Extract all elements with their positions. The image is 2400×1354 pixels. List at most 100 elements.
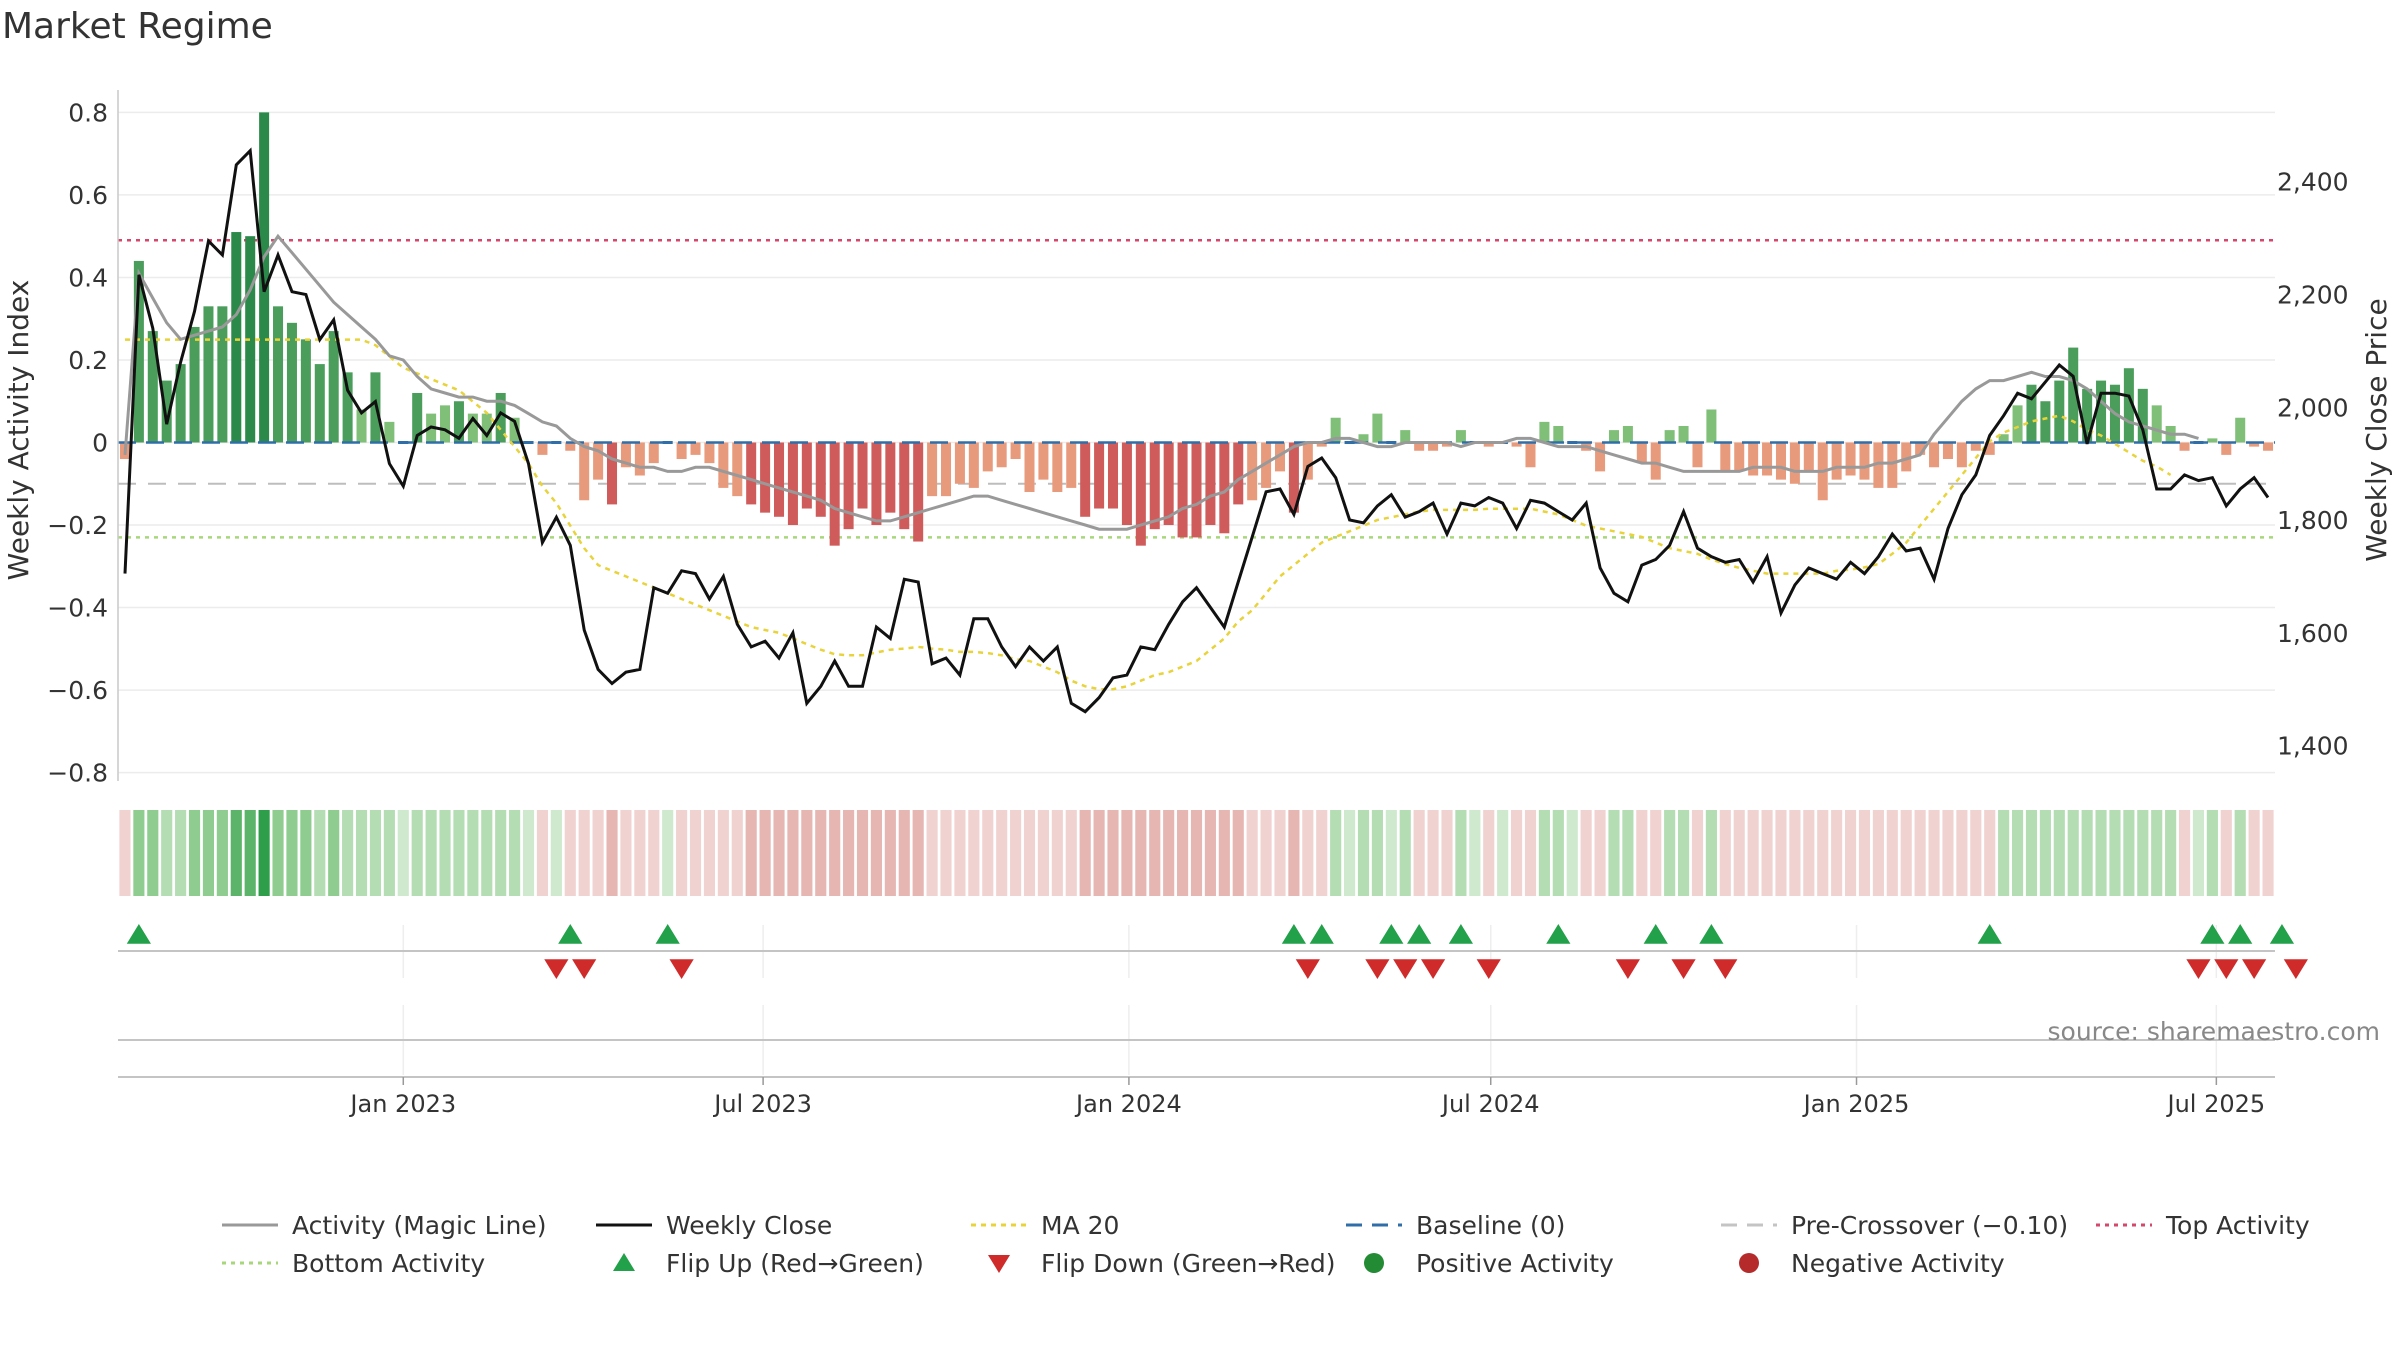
ribbon-cell [1010, 810, 1022, 896]
flip-up-marker [2228, 924, 2253, 944]
activity-bar [412, 392, 423, 443]
flip-down-marker [544, 959, 569, 979]
ribbon-cell [1051, 810, 1063, 896]
activity-bar [1344, 441, 1355, 444]
ribbon-cell [2151, 810, 2163, 896]
ribbon-cell [2011, 810, 2024, 896]
ribbon-cell [1956, 810, 1968, 896]
legend-swatch [613, 1253, 635, 1271]
ribbon-cell [1664, 810, 1676, 896]
ribbon-cell [926, 810, 938, 896]
ribbon-cell [717, 810, 729, 896]
activity-bar [620, 442, 631, 468]
activity-bar [760, 442, 771, 513]
activity-bar [787, 442, 798, 526]
ribbon-cell [1302, 810, 1314, 896]
activity-bar [1915, 442, 1926, 455]
ribbon-cell [1260, 810, 1272, 896]
ribbon-cell [342, 810, 354, 896]
ribbon-cell [1900, 810, 1912, 896]
activity-bar [328, 331, 339, 443]
activity-bar [1511, 442, 1522, 447]
ribbon-cell [258, 810, 270, 896]
ribbon-cell [355, 810, 368, 896]
ribbon-cell [1636, 810, 1648, 896]
flip-up-marker [1407, 924, 1432, 944]
flip-down-marker [1713, 959, 1738, 979]
activity-bar [1400, 430, 1411, 443]
ribbon-cell [1803, 810, 1815, 896]
ribbon-cell [676, 810, 688, 896]
activity-bar [1706, 409, 1717, 443]
ribbon-cell [592, 810, 604, 896]
activity-bar [286, 322, 297, 443]
ribbon-cell [703, 810, 716, 896]
ribbon-cell [787, 810, 799, 896]
flip-up-marker [1379, 924, 1404, 944]
activity-bar [1107, 442, 1119, 509]
flip-down-marker [669, 959, 694, 979]
x-tick-label: Jul 2025 [2166, 1090, 2266, 1118]
activity-bar [690, 442, 701, 455]
ribbon-cell [940, 810, 952, 896]
y-tick-label: 0.6 [68, 181, 108, 210]
activity-bar [732, 442, 743, 497]
activity-bar [189, 326, 200, 443]
activity-bar [1608, 430, 1619, 443]
flip-down-marker [1671, 959, 1696, 979]
activity-bar [1191, 442, 1202, 538]
ribbon-cell [202, 810, 215, 896]
y2-tick-label: 2,200 [2277, 281, 2349, 310]
ribbon-cell [1107, 810, 1119, 896]
ribbon-cell [369, 810, 382, 896]
ribbon-cell [1817, 810, 1829, 896]
activity-bar [1274, 442, 1286, 472]
flip-down-marker [1393, 959, 1418, 979]
activity-bar [1177, 442, 1188, 538]
activity-bar [1219, 442, 1230, 534]
ribbon-cell [1385, 810, 1397, 896]
ribbon-cell [2081, 810, 2093, 896]
activity-bar [1636, 442, 1647, 464]
ribbon-cell [328, 810, 340, 896]
ribbon-cell [634, 810, 646, 896]
ribbon-cell [2095, 810, 2107, 896]
ribbon-cell [662, 810, 674, 896]
activity-bar [2235, 417, 2246, 443]
activity-bar [1595, 442, 1606, 472]
flip-up-marker [1699, 924, 1724, 944]
flip-down-marker [1615, 959, 1640, 979]
ribbon-cell [1580, 810, 1592, 896]
activity-bar [1845, 442, 1856, 476]
activity-bar [996, 442, 1007, 468]
flip-down-marker [2283, 959, 2308, 979]
ribbon-cell [1789, 810, 1801, 896]
y-tick-label: −0.4 [47, 594, 108, 623]
ribbon-cell [550, 810, 562, 896]
activity-bar [648, 442, 659, 464]
flip-up-marker [558, 924, 583, 944]
activity-bar [314, 364, 325, 443]
ribbon-cell [216, 810, 228, 896]
ribbon-cell [383, 810, 395, 896]
weekly-close-line [123, 147, 2270, 714]
ribbon-cell [453, 810, 465, 896]
activity-bar [1428, 442, 1439, 451]
y-tick-label: 0.4 [68, 263, 108, 292]
activity-bar [2221, 442, 2232, 455]
legend-swatch [1364, 1253, 1384, 1273]
ribbon-cell [2039, 810, 2051, 896]
ribbon-cell [898, 810, 910, 896]
ribbon-cell [2220, 810, 2232, 896]
ribbon-cell [1469, 810, 1481, 896]
ribbon-cell [1218, 810, 1230, 896]
ribbon-cell [1246, 810, 1258, 896]
chart-title: Market Regime [2, 6, 273, 47]
ribbon-cell [2053, 810, 2065, 896]
activity-bar [913, 442, 924, 542]
ribbon-cell [1552, 810, 1564, 896]
ribbon-cell [1023, 810, 1036, 896]
activity-bar [1149, 442, 1160, 530]
ribbon-cell [648, 810, 660, 896]
